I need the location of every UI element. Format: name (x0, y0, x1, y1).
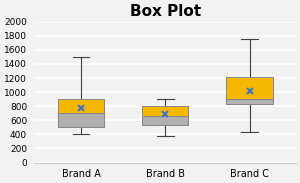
Bar (58, 99, 104, 127)
Bar (142, 106, 188, 116)
Bar (142, 106, 188, 125)
Bar (226, 99, 273, 104)
Title: Box Plot: Box Plot (130, 4, 201, 19)
Bar (142, 116, 188, 125)
Bar (226, 77, 273, 104)
Bar (226, 77, 273, 99)
Bar (58, 99, 104, 113)
Bar (58, 113, 104, 127)
